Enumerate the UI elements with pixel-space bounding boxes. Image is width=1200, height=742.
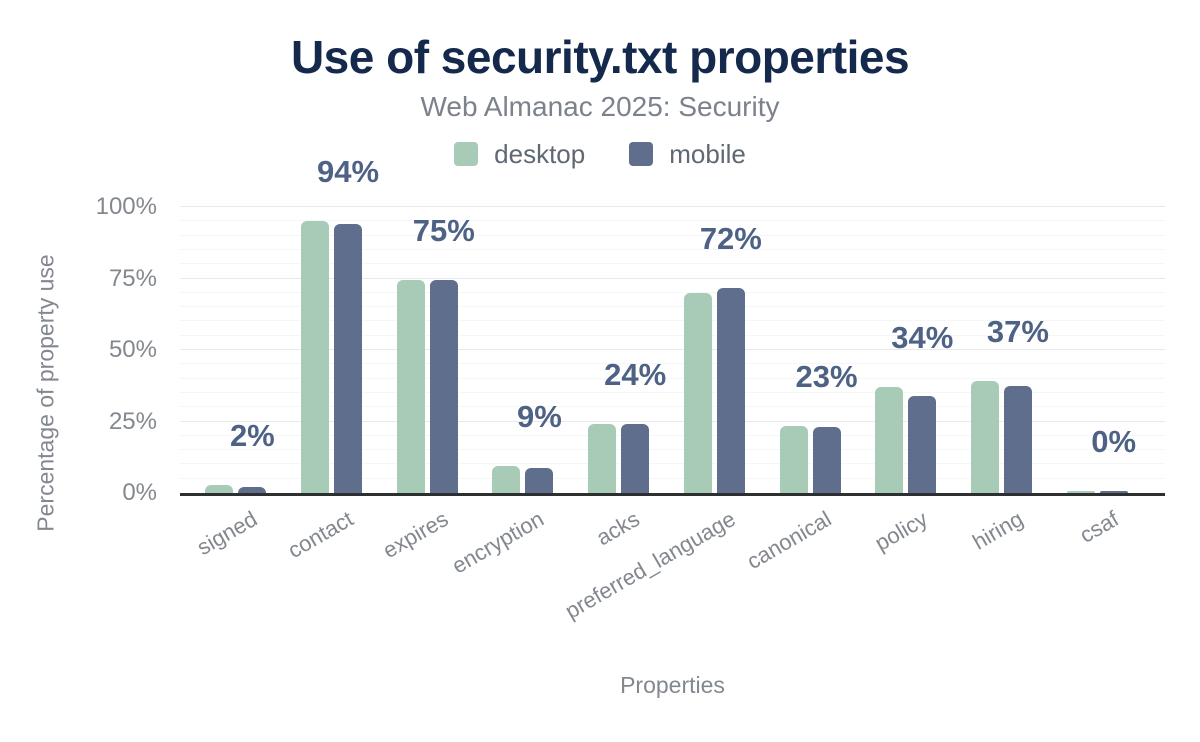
gridline-45: [180, 363, 1165, 365]
gridline-15: [180, 449, 1165, 451]
x-tick-canonical: canonical: [742, 506, 836, 575]
chart-subtitle: Web Almanac 2025: Security: [420, 91, 780, 122]
gridline-5: [180, 477, 1165, 479]
bar-mobile-encryption[interactable]: [525, 467, 554, 493]
data-label-acks: 24%: [604, 357, 667, 393]
gridline-10: [180, 463, 1165, 465]
gridline-20: [180, 434, 1165, 436]
gridline-35: [180, 391, 1165, 393]
x-tick-policy: policy: [870, 506, 932, 556]
bar-desktop-policy[interactable]: [875, 387, 904, 493]
y-tick-100%: 100%: [95, 193, 157, 220]
gridline-85: [180, 248, 1165, 250]
x-axis-title: Properties: [620, 672, 725, 698]
legend-item-desktop[interactable]: desktop: [454, 139, 585, 170]
bar-mobile-preferred_language[interactable]: [716, 287, 745, 493]
data-label-signed: 2%: [229, 418, 275, 453]
bar-desktop-canonical[interactable]: [779, 425, 808, 493]
bar-mobile-signed[interactable]: [238, 487, 267, 493]
y-tick-50%: 50%: [108, 336, 157, 363]
data-label-policy: 34%: [891, 320, 954, 356]
bar-group-acks: [571, 207, 667, 493]
data-label-encryption: 9%: [517, 398, 562, 434]
gridline-100: [180, 206, 1165, 207]
legend-swatch-desktop: [454, 142, 479, 166]
bar-desktop-acks[interactable]: [588, 424, 617, 493]
gridline-75: [180, 277, 1165, 279]
bar-group-signed: [188, 207, 284, 493]
bar-mobile-acks[interactable]: [621, 424, 650, 493]
data-label-hiring: 37%: [986, 314, 1049, 350]
legend-label: desktop: [494, 138, 586, 169]
bar-desktop-encryption[interactable]: [492, 465, 521, 493]
bar-mobile-csaf[interactable]: [1099, 491, 1128, 493]
data-label-contact: 94%: [317, 154, 380, 190]
data-label-expires: 75%: [412, 212, 475, 248]
x-tick-csaf: csaf: [1075, 506, 1123, 548]
gridline-50: [180, 349, 1165, 350]
bar-desktop-signed[interactable]: [205, 485, 234, 493]
bar-mobile-canonical[interactable]: [812, 427, 841, 493]
bar-group-csaf: [1049, 207, 1145, 493]
bar-desktop-preferred_language[interactable]: [683, 292, 712, 493]
y-tick-0%: 0%: [122, 479, 157, 506]
data-label-preferred_language: 72%: [699, 220, 762, 256]
gridline-40: [180, 377, 1165, 379]
x-tick-signed: signed: [192, 506, 262, 561]
gridline-65: [180, 306, 1165, 308]
x-axis-tick-labels: signed contact expires encryption acks prefer…: [180, 506, 1165, 624]
gridline-30: [180, 406, 1165, 408]
bar-group-encryption: [475, 207, 571, 493]
x-tick-hiring: hiring: [967, 506, 1027, 555]
x-tick-expires: expires: [378, 506, 453, 564]
gridline-70: [180, 291, 1165, 293]
bar-mobile-contact[interactable]: [334, 224, 363, 493]
bar-desktop-csaf[interactable]: [1066, 491, 1095, 493]
bar-group-canonical: [762, 207, 858, 493]
y-axis-tick-labels: 0% 25% 50% 75% 100%: [60, 195, 157, 505]
legend-swatch-mobile: [629, 142, 654, 166]
y-tick-75%: 75%: [108, 264, 157, 292]
bar-group-policy: [858, 207, 954, 493]
x-tick-preferred_language: preferred_language: [561, 506, 740, 624]
x-tick-encryption: encryption: [448, 506, 549, 579]
bar-mobile-hiring[interactable]: [1003, 385, 1032, 493]
gridline-95: [180, 220, 1165, 222]
x-tick-acks: acks: [592, 506, 645, 551]
gridline-90: [180, 234, 1165, 236]
bar-group-expires: [379, 207, 475, 493]
bar-group-preferred_language: [667, 207, 763, 493]
bar-desktop-contact[interactable]: [301, 221, 330, 493]
bar-mobile-policy[interactable]: [908, 395, 937, 493]
bar-group-contact: [284, 207, 380, 493]
x-tick-contact: contact: [283, 506, 358, 564]
chart-title: Use of security.txt properties: [290, 31, 910, 83]
data-label-csaf: 0%: [1091, 424, 1137, 460]
y-tick-25%: 25%: [108, 407, 157, 435]
plot-area: 2% 94% 75% 9% 24% 72% 23% 34% 37% 0%: [180, 156, 1165, 496]
data-label-canonical: 23%: [795, 358, 858, 394]
gridline-60: [180, 320, 1165, 322]
gridline-80: [180, 263, 1165, 265]
legend: desktop mobile: [0, 138, 1200, 170]
legend-item-mobile[interactable]: mobile: [629, 139, 746, 170]
bar-desktop-hiring[interactable]: [970, 381, 999, 493]
gridline-55: [180, 334, 1165, 336]
bar-group-hiring: [954, 207, 1050, 493]
gridline-25: [180, 420, 1165, 422]
bar-mobile-expires[interactable]: [429, 279, 458, 493]
legend-label: mobile: [669, 138, 746, 169]
bar-desktop-expires[interactable]: [396, 279, 425, 493]
